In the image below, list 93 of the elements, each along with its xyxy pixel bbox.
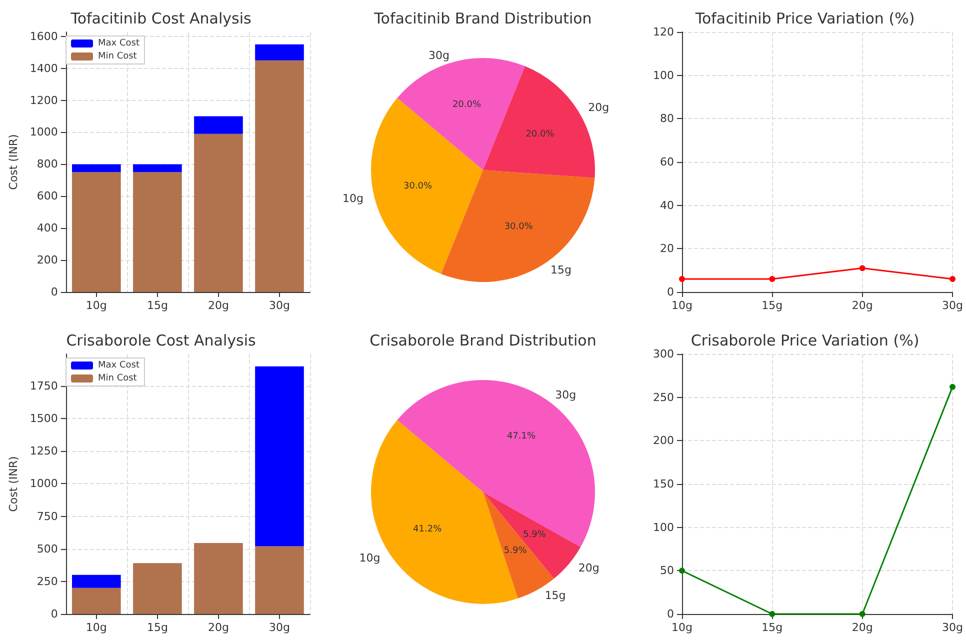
x-tick-label: 20g	[852, 299, 873, 312]
y-tick-label: 1000	[30, 477, 58, 490]
x-tick-label: 10g	[86, 621, 107, 634]
y-tick-label: 1600	[30, 30, 58, 43]
slice-label: 10g	[359, 552, 380, 565]
chart-title: Tofacitinib Cost Analysis	[70, 10, 252, 28]
slice-label: 30g	[555, 388, 576, 402]
y-tick-label: 500	[36, 542, 58, 556]
y-axis-title: Cost (INR)	[7, 134, 20, 190]
point	[859, 611, 866, 617]
chart-title: Crisaborole Cost Analysis	[66, 332, 256, 350]
y-tick-label: 1200	[30, 94, 58, 107]
bar	[255, 546, 304, 614]
y-tick-label: 1000	[30, 126, 58, 139]
x-tick-label: 20g	[852, 621, 873, 634]
bar	[133, 164, 182, 172]
y-axis-title: Cost (INR)	[7, 456, 20, 512]
x-tick-label: 15g	[146, 299, 168, 312]
y-tick-label: 80	[660, 112, 674, 126]
x-tick-label: 30g	[268, 621, 290, 634]
data-label: 47.1%	[506, 432, 536, 442]
y-tick-label: 400	[36, 222, 58, 235]
bar	[72, 172, 121, 292]
x-tick-label: 15g	[762, 299, 783, 312]
y-tick-label: 200	[653, 434, 674, 448]
bar	[133, 563, 182, 614]
x-tick-label: 15g	[762, 621, 783, 634]
x-tick-label: 30g	[268, 299, 290, 312]
y-tick-label: 50	[660, 564, 674, 578]
y-tick-label: 120	[653, 26, 674, 38]
slice-label: 30g	[428, 49, 450, 62]
data-label: 20.0%	[452, 100, 482, 110]
y-tick-label: 1750	[30, 379, 58, 392]
data-label: 41.2%	[413, 524, 442, 535]
y-tick-label: 60	[660, 156, 674, 168]
y-tick-label: 200	[36, 254, 58, 267]
x-tick-label: 15g	[146, 621, 168, 634]
data-label: 30.0%	[504, 222, 534, 232]
x-tick-label: 30g	[942, 299, 964, 312]
y-tick-label: 250	[653, 390, 674, 404]
chart-title: Tofacitinib Brand Distribution	[373, 10, 592, 28]
legend-label: Max Cost	[98, 360, 140, 370]
bar	[72, 574, 121, 588]
bar	[255, 60, 304, 292]
legend-label: Min Cost	[98, 374, 138, 384]
x-tick-label: 30g	[942, 621, 964, 634]
y-tick-label: 600	[36, 190, 58, 203]
y-tick-label: 40	[660, 198, 674, 212]
slice-label: 15g	[550, 264, 572, 277]
slice-label: 20g	[588, 100, 610, 114]
y-tick-label: 800	[36, 158, 58, 171]
bar	[133, 172, 182, 292]
bar	[72, 588, 121, 614]
x-tick-label: 20g	[208, 621, 229, 634]
chart-title: Crisaborole Brand Distribution	[370, 332, 596, 350]
x-tick-label: 10g	[86, 299, 107, 312]
y-tick-label: 1400	[30, 62, 58, 75]
y-tick-label: 150	[653, 478, 674, 490]
y-tick-label: 100	[653, 68, 674, 82]
y-tick-label: 0	[667, 286, 674, 298]
point	[950, 384, 956, 390]
slice-label: 10g	[342, 192, 364, 206]
legend-label: Min Cost	[98, 52, 138, 62]
y-tick-label: 1500	[30, 412, 58, 426]
y-tick-label: 100	[653, 520, 674, 534]
x-tick-label: 10g	[672, 621, 692, 634]
data-label: 5.9%	[504, 546, 528, 556]
x-tick-label: 10g	[672, 299, 692, 312]
bar	[255, 366, 304, 546]
bar	[72, 164, 121, 172]
y-tick-label: 1250	[30, 444, 58, 458]
y-tick-label: 20	[660, 242, 674, 256]
chart-title: Tofacitinib Price Variation (%)	[694, 10, 915, 28]
bar	[255, 44, 304, 60]
data-label: 30.0%	[404, 181, 433, 192]
bar	[194, 116, 243, 134]
chart-title: Crisaborole Price Variation (%)	[690, 332, 920, 350]
data-label: 20.0%	[526, 129, 555, 140]
bar	[194, 134, 243, 292]
bar	[194, 542, 243, 614]
y-tick-label: 0	[667, 608, 674, 620]
data-label: 5.9%	[523, 530, 546, 540]
slice-label: 15g	[544, 588, 566, 602]
y-tick-label: 300	[653, 348, 674, 360]
point	[679, 568, 685, 574]
y-tick-label: 0	[50, 286, 58, 298]
x-tick-label: 20g	[208, 299, 229, 312]
point	[769, 611, 776, 617]
legend-label: Max Cost	[98, 38, 140, 48]
y-tick-label: 750	[36, 510, 58, 523]
slice-label: 20g	[578, 561, 600, 574]
y-tick-label: 250	[36, 574, 58, 588]
y-tick-label: 0	[50, 608, 58, 620]
